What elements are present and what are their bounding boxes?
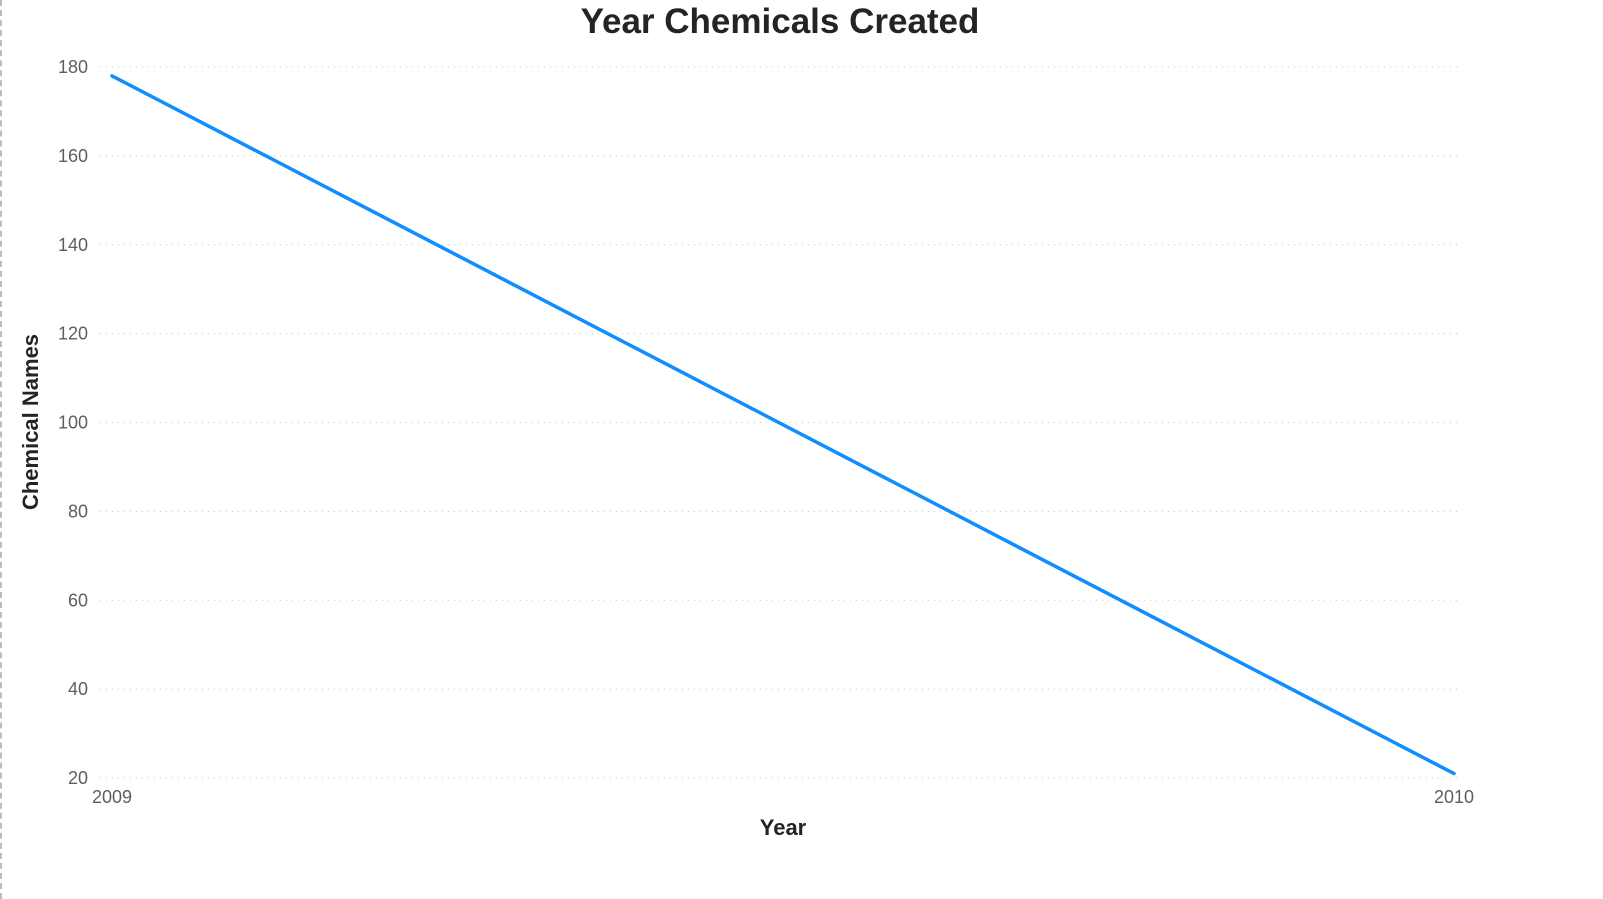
frame-border bbox=[0, 0, 2, 899]
y-tick-label: 60 bbox=[68, 590, 88, 610]
y-axis-title: Chemical Names bbox=[18, 334, 43, 510]
y-tick-label: 140 bbox=[58, 235, 88, 255]
gridlines bbox=[100, 66, 1462, 779]
y-tick-label: 180 bbox=[58, 57, 88, 77]
x-tick-label: 2010 bbox=[1434, 787, 1474, 807]
y-tick-label: 80 bbox=[68, 501, 88, 521]
y-axis-ticks: 20 40 60 80 100 120 140 160 180 bbox=[58, 57, 88, 788]
chart-title: Year Chemicals Created bbox=[580, 2, 980, 41]
y-tick-label: 120 bbox=[58, 324, 88, 344]
y-tick-label: 20 bbox=[68, 768, 88, 788]
x-tick-label: 2009 bbox=[92, 787, 132, 807]
series bbox=[110, 74, 1456, 776]
line-chart: 20 40 60 80 100 120 140 160 180 2009 2010 Year Ch… bbox=[18, 57, 1474, 840]
y-tick-label: 160 bbox=[58, 146, 88, 166]
x-axis-title: Year bbox=[760, 815, 807, 840]
x-axis-ticks: 2009 2010 bbox=[92, 787, 1474, 807]
y-tick-label: 40 bbox=[68, 679, 88, 699]
y-tick-label: 100 bbox=[58, 413, 88, 433]
series-line bbox=[110, 74, 1456, 776]
